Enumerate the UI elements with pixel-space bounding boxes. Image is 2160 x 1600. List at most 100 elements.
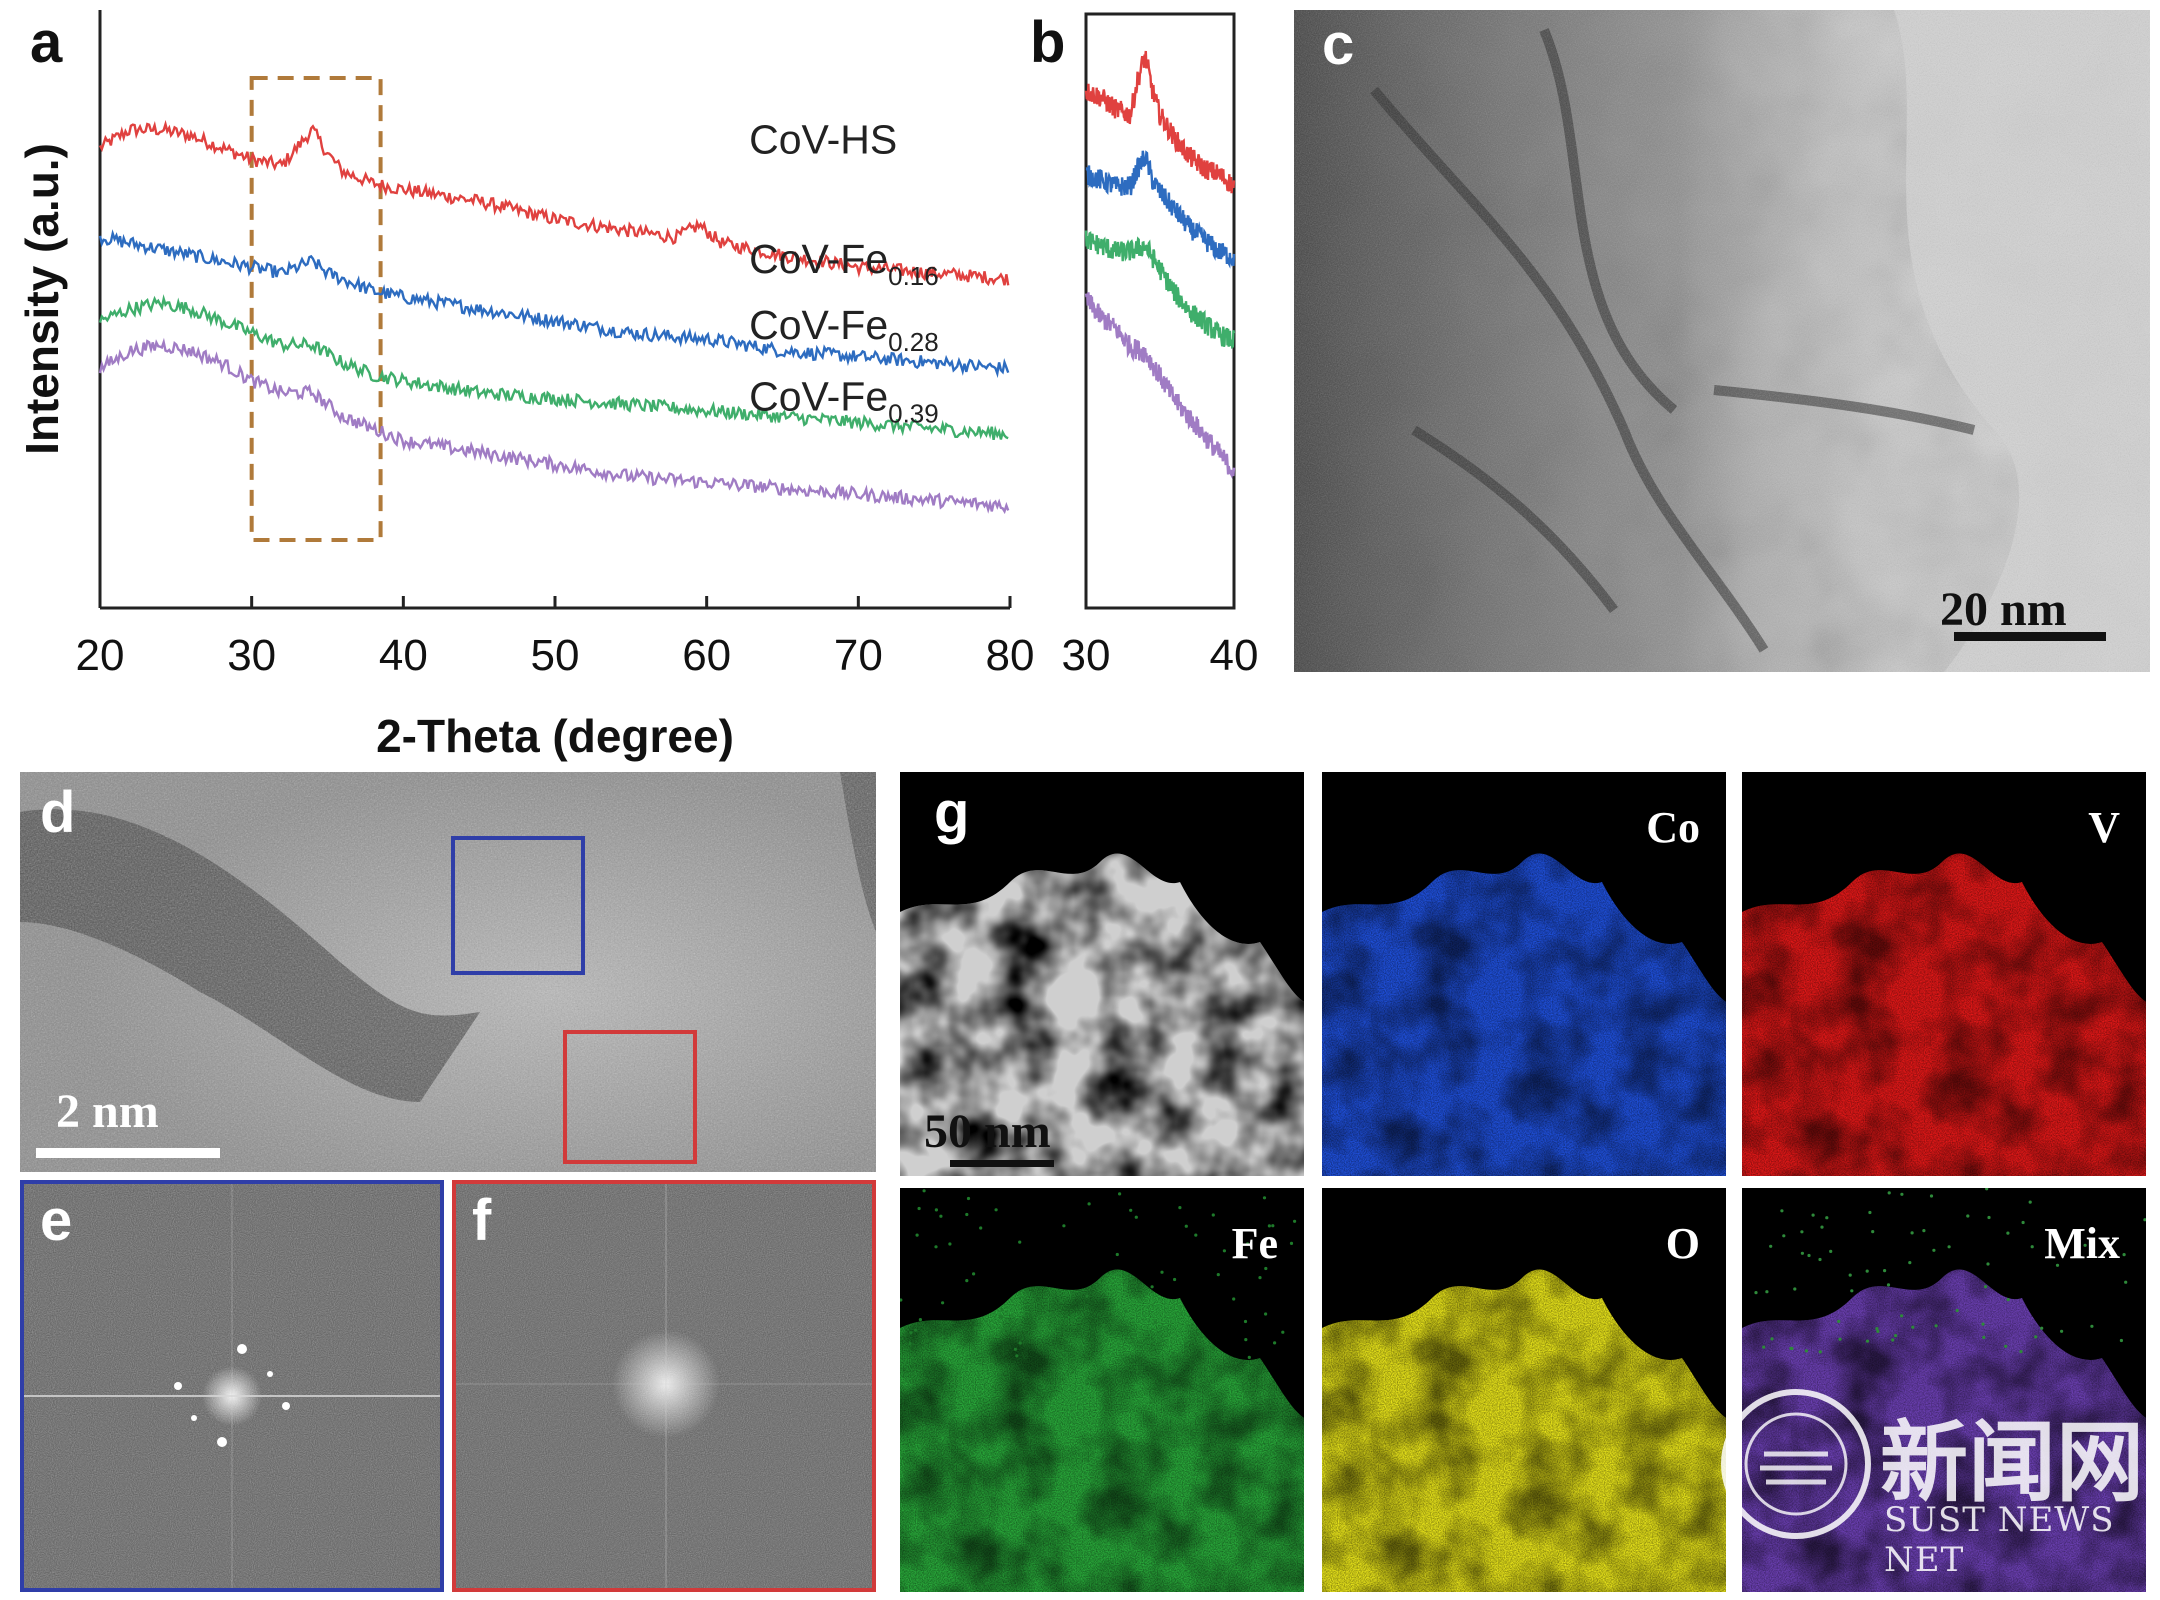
panel-label-e: e [40,1188,73,1253]
noise-dot [1769,1244,1773,1248]
noise-dot [1887,1191,1891,1195]
noise-dot [915,1233,919,1237]
noise-dot [1247,1355,1251,1359]
noise-dot [1150,1285,1154,1289]
x-tick-label: 30 [1062,631,1111,680]
noise-dot [1194,1233,1198,1237]
noise-dot [922,1189,926,1193]
noise-dot [1754,1291,1758,1295]
noise-dot [1838,1337,1842,1341]
noise-dot [1013,1347,1017,1351]
noise-dot [2030,1245,2034,1249]
noise-dot [1133,1333,1137,1337]
noise-dot [1062,1224,1066,1228]
noise-dot [934,1245,938,1249]
noise-dot [1929,1194,1934,1198]
noise-dot [2006,1231,2010,1235]
noise-dot [917,1206,921,1211]
fft-region-blue-box [451,836,585,975]
x-tick-label: 70 [834,631,883,680]
sample-region [900,853,1304,1176]
x-tick-label: 40 [1210,631,1259,680]
noise-dot [1232,1297,1236,1301]
noise-dot [1891,1338,1895,1342]
fft-image-e [20,1180,444,1592]
watermark-chinese: 新闻网 [1880,1410,2145,1514]
tem-image-c: 20 nm [1294,10,2150,672]
scale-bar-d: 2 nm [56,1085,159,1138]
noise-dot [918,1318,922,1322]
noise-dot [1955,1308,1959,1313]
noise-dot [1258,1276,1262,1280]
noise-dot [948,1242,952,1246]
university-seal-logo [1721,1389,1871,1539]
x-tick-label: 30 [227,631,276,680]
noise-dot [1018,1240,1022,1244]
series-label: CoV-Fe0.39 [749,374,939,429]
x-tick-label: 50 [531,631,580,680]
noise-dot [1289,1241,1294,1245]
noise-dot [1216,1273,1220,1277]
noise-dot [2021,1220,2025,1225]
noise-dot [1273,1341,1277,1345]
noise-dot [1262,1196,1267,1200]
noise-dot [1871,1230,1875,1234]
scale-bar-c: 20 nm [1940,583,2067,636]
signal-speckle [1742,853,2146,1176]
noise-dot [1178,1206,1182,1210]
hrtem-image-d: 2 nm [20,772,876,1172]
noise-dot [1782,1234,1786,1238]
noise-dot [1811,1213,1815,1217]
noise-dot [1908,1261,1912,1265]
noise-dot [1837,1319,1841,1323]
noise-dot [913,1328,918,1332]
xrd-chart-b: 30 40 [1062,12,1259,680]
noise-dot [1115,1252,1119,1257]
panel-label-a: a [30,10,63,75]
noise-dot [1900,1192,1904,1196]
noise-dot [1000,1308,1004,1312]
noise-dot [1947,1245,1951,1249]
series-line [98,229,1010,379]
noise-dot [1281,1330,1285,1334]
highlight-box-30-38 [249,76,383,542]
noise-dot [1018,1341,1022,1345]
series-line [1084,230,1236,350]
noise-dot [965,1279,969,1283]
noise-dot [1079,1346,1083,1350]
noise-dot [941,1301,945,1305]
noise-dot [2060,1329,2064,1333]
noise-dot [1868,1210,1872,1215]
noise-dot [1059,1299,1063,1303]
noise-dot [979,1226,983,1230]
series-line [1084,292,1236,480]
noise-dot [2124,1280,2128,1284]
scale-bar-g: 50 nm [924,1105,1051,1158]
fft-region-red-box [563,1030,697,1164]
noise-dot [1807,1253,1811,1258]
noise-dot [973,1347,977,1352]
noise-dot [973,1326,977,1330]
noise-dot [972,1272,976,1276]
eds-map-o: O [1322,1188,1726,1592]
noise-dot [1966,1214,1970,1218]
noise-dot [2122,1253,2126,1257]
noise-dot [2019,1350,2023,1354]
series-label: CoV-HS [749,117,897,163]
eds-label: Mix [2044,1219,2120,1268]
eds-label: O [1665,1219,1700,1268]
noise-dot [2040,1326,2044,1330]
noise-dot [2006,1298,2010,1302]
series-label: CoV-Fe0.28 [749,302,939,357]
noise-dot [2083,1243,2087,1247]
xrd-chart-a: 20 30 40 50 60 70 80 2-Theta (degree) Intensity … [16,10,1034,762]
noise-dot [1173,1277,1177,1282]
noise-dot [908,1342,912,1346]
y-axis-title: Intensity (a.u.) [16,143,68,455]
series-line [1085,150,1236,269]
noise-dot [1264,1312,1268,1316]
noise-dot [2143,1218,2146,1222]
panel-label-c: c [1322,12,1355,77]
eds-label: Co [1646,803,1700,852]
noise-dot [1850,1289,1854,1293]
